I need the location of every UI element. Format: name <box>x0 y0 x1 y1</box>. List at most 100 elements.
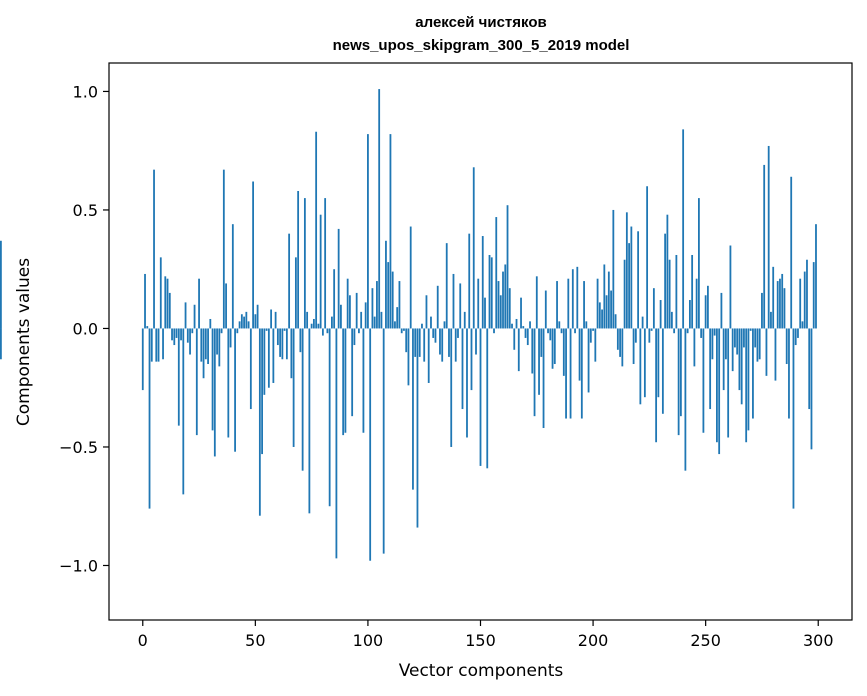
bar <box>229 328 232 348</box>
y-tick-label: 0.5 <box>73 201 98 220</box>
bar <box>398 281 401 329</box>
bar <box>166 278 169 329</box>
bar <box>493 328 495 334</box>
bar <box>544 290 547 329</box>
x-axis-label: Vector components <box>399 661 564 681</box>
bar <box>740 328 743 405</box>
bar <box>506 205 509 329</box>
bar <box>747 328 750 431</box>
bar <box>722 328 725 391</box>
bar <box>515 318 518 329</box>
bar <box>610 290 612 329</box>
bar <box>502 271 504 329</box>
bar <box>709 328 712 410</box>
bar <box>758 328 761 360</box>
bar <box>202 328 205 379</box>
bar <box>725 328 727 360</box>
bar <box>704 295 707 329</box>
bar <box>337 228 340 329</box>
bar <box>405 328 408 353</box>
bar <box>310 323 313 329</box>
bar <box>177 328 180 426</box>
bar <box>571 269 574 329</box>
bar <box>670 311 673 329</box>
bar <box>358 328 360 334</box>
bar <box>792 328 795 509</box>
bar <box>344 328 347 433</box>
x-tick-label: 100 <box>353 631 384 650</box>
x-axis-ticks: 0 50 100 150 200 250 300 <box>138 620 834 650</box>
bar <box>637 231 640 329</box>
bar <box>666 214 669 329</box>
bar <box>186 328 189 343</box>
bar <box>731 328 734 372</box>
bar <box>774 328 777 381</box>
bar <box>216 328 218 355</box>
bar <box>664 233 667 329</box>
bar <box>193 304 196 329</box>
bar <box>657 328 660 398</box>
x-tick-label: 200 <box>578 631 609 650</box>
bar <box>380 311 383 329</box>
bar <box>542 328 545 429</box>
bar <box>468 233 471 329</box>
bar <box>720 292 723 329</box>
bar <box>218 328 221 367</box>
bar <box>788 328 790 419</box>
bar <box>249 328 252 410</box>
bar <box>432 328 435 338</box>
bar <box>785 328 788 365</box>
bar <box>461 328 464 410</box>
bar <box>299 328 302 353</box>
bar <box>306 311 309 329</box>
bar <box>808 328 811 410</box>
bar <box>441 328 444 362</box>
bar <box>508 288 511 329</box>
bar <box>533 328 536 417</box>
bar <box>425 295 428 329</box>
bar <box>803 271 806 329</box>
x-tick-label: 0 <box>138 631 148 650</box>
bar <box>328 328 331 507</box>
bar <box>684 328 687 471</box>
bar <box>412 328 414 490</box>
bar <box>274 311 277 329</box>
bar <box>430 316 432 329</box>
bar <box>567 278 570 329</box>
bar <box>711 328 714 360</box>
bar <box>292 328 295 447</box>
bar <box>551 328 554 369</box>
bar <box>495 217 498 329</box>
bar <box>234 328 236 452</box>
bar <box>452 273 455 329</box>
bar <box>0 240 2 329</box>
bar <box>416 328 419 528</box>
bar <box>598 302 601 329</box>
bar <box>549 328 552 341</box>
bar <box>634 328 637 343</box>
x-tick-label: 250 <box>690 631 721 650</box>
bar <box>400 328 403 334</box>
bar <box>457 328 459 338</box>
bar <box>693 328 696 367</box>
bar <box>700 328 703 338</box>
bar <box>220 328 223 334</box>
bar <box>578 328 581 381</box>
bar <box>767 145 770 329</box>
bar <box>346 278 349 329</box>
bar <box>752 328 754 419</box>
bar <box>643 328 646 398</box>
bar <box>387 262 390 329</box>
bar <box>173 328 176 346</box>
bar <box>783 288 786 329</box>
bar <box>538 328 540 395</box>
bar <box>265 328 268 331</box>
bar <box>342 328 345 436</box>
bar <box>222 169 225 329</box>
bar <box>144 273 146 329</box>
bar <box>247 321 250 329</box>
bar <box>263 328 266 395</box>
bar <box>171 328 173 341</box>
bar <box>270 309 273 329</box>
bar <box>459 283 462 329</box>
